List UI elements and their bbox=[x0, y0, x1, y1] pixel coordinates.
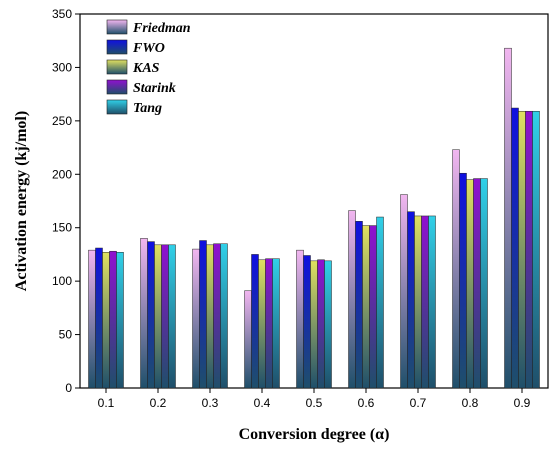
bar-tang-0.7 bbox=[428, 215, 436, 389]
bar-tang-0.1 bbox=[116, 252, 124, 389]
y-axis-title: Activation energy (kj/mol) bbox=[13, 111, 30, 291]
bar-starink-0.5 bbox=[317, 259, 325, 389]
y-tick-label: 150 bbox=[52, 221, 72, 235]
bar-kas-0.4 bbox=[258, 259, 266, 389]
y-tick-label: 250 bbox=[52, 114, 72, 128]
x-tick-label: 0.3 bbox=[202, 396, 219, 410]
bar-fwo-0.7 bbox=[407, 211, 415, 389]
bar-friedman-0.1 bbox=[88, 249, 96, 389]
bar-kas-0.3 bbox=[206, 244, 214, 389]
x-tick-label: 0.2 bbox=[150, 396, 167, 410]
bar-fwo-0.5 bbox=[303, 255, 311, 389]
x-axis: 0.1 0.2 0.3 0.4 0.5 0.6 0.7 0.8 0.9 bbox=[98, 388, 531, 410]
bar-kas-0.7 bbox=[414, 215, 422, 389]
bar-kas-0.5 bbox=[310, 260, 318, 389]
bar-starink-0.7 bbox=[421, 215, 429, 389]
y-tick-label: 350 bbox=[52, 7, 72, 21]
bar-kas-0.6 bbox=[362, 225, 370, 389]
y-axis: 0 50 100 150 200 250 300 350 bbox=[52, 7, 80, 395]
bar-fwo-0.6 bbox=[355, 221, 363, 389]
y-tick-label: 50 bbox=[59, 328, 73, 342]
bar-fwo-0.1 bbox=[95, 247, 103, 389]
x-tick-label: 0.9 bbox=[514, 396, 531, 410]
legend-swatch-tang bbox=[106, 99, 128, 115]
bar-starink-0.3 bbox=[213, 243, 221, 389]
bar-fwo-0.8 bbox=[459, 172, 467, 389]
x-tick-label: 0.1 bbox=[98, 396, 115, 410]
y-tick-label: 300 bbox=[52, 60, 72, 74]
bar-friedman-0.3 bbox=[192, 248, 200, 389]
legend-label-friedman: Friedman bbox=[132, 21, 191, 36]
bar-tang-0.9 bbox=[532, 110, 540, 389]
bar-kas-0.2 bbox=[154, 244, 162, 389]
y-tick-label: 0 bbox=[65, 381, 72, 395]
legend-label-tang: Tang bbox=[133, 101, 162, 116]
bar-starink-0.4 bbox=[265, 258, 273, 389]
bar-friedman-0.8 bbox=[452, 149, 460, 389]
x-tick-label: 0.7 bbox=[410, 396, 427, 410]
legend-swatch-fwo bbox=[106, 39, 128, 55]
bar-starink-0.9 bbox=[525, 110, 533, 389]
bar-friedman-0.4 bbox=[244, 290, 252, 389]
bar-fwo-0.4 bbox=[251, 254, 259, 389]
bar-kas-0.8 bbox=[466, 179, 474, 389]
legend-swatch-friedman bbox=[106, 19, 128, 35]
x-tick-label: 0.8 bbox=[462, 396, 479, 410]
bar-friedman-0.6 bbox=[348, 210, 356, 389]
bars-layer bbox=[88, 47, 540, 389]
x-axis-title: Conversion degree (α) bbox=[239, 426, 390, 443]
x-tick-label: 0.4 bbox=[254, 396, 271, 410]
bar-starink-0.6 bbox=[369, 225, 377, 389]
legend-swatch-starink bbox=[106, 79, 128, 95]
legend-swatch-kas bbox=[106, 59, 128, 75]
bar-tang-0.6 bbox=[376, 216, 384, 389]
x-tick-label: 0.5 bbox=[306, 396, 323, 410]
bar-friedman-0.2 bbox=[140, 238, 148, 389]
legend-label-starink: Starink bbox=[133, 81, 176, 96]
bar-tang-0.8 bbox=[480, 178, 488, 389]
legend-label-fwo: FWO bbox=[132, 41, 165, 56]
legend: Friedman FWO KAS Starink Tang bbox=[106, 19, 191, 116]
bar-starink-0.1 bbox=[109, 250, 117, 389]
y-tick-label: 100 bbox=[52, 274, 72, 288]
bar-starink-0.8 bbox=[473, 178, 481, 389]
bar-fwo-0.2 bbox=[147, 241, 155, 389]
bar-starink-0.2 bbox=[161, 244, 169, 389]
bar-friedman-0.9 bbox=[504, 47, 512, 389]
bar-tang-0.4 bbox=[272, 258, 280, 389]
bar-fwo-0.3 bbox=[199, 240, 207, 389]
bar-tang-0.2 bbox=[168, 244, 176, 389]
bar-friedman-0.5 bbox=[296, 249, 304, 389]
bar-tang-0.3 bbox=[220, 243, 228, 389]
bar-kas-0.9 bbox=[518, 110, 526, 389]
y-tick-label: 200 bbox=[52, 167, 72, 181]
bar-fwo-0.9 bbox=[511, 107, 519, 389]
bar-kas-0.1 bbox=[102, 252, 110, 389]
bar-tang-0.5 bbox=[324, 260, 332, 389]
x-tick-label: 0.6 bbox=[358, 396, 375, 410]
bar-friedman-0.7 bbox=[400, 194, 408, 389]
legend-label-kas: KAS bbox=[132, 61, 160, 76]
